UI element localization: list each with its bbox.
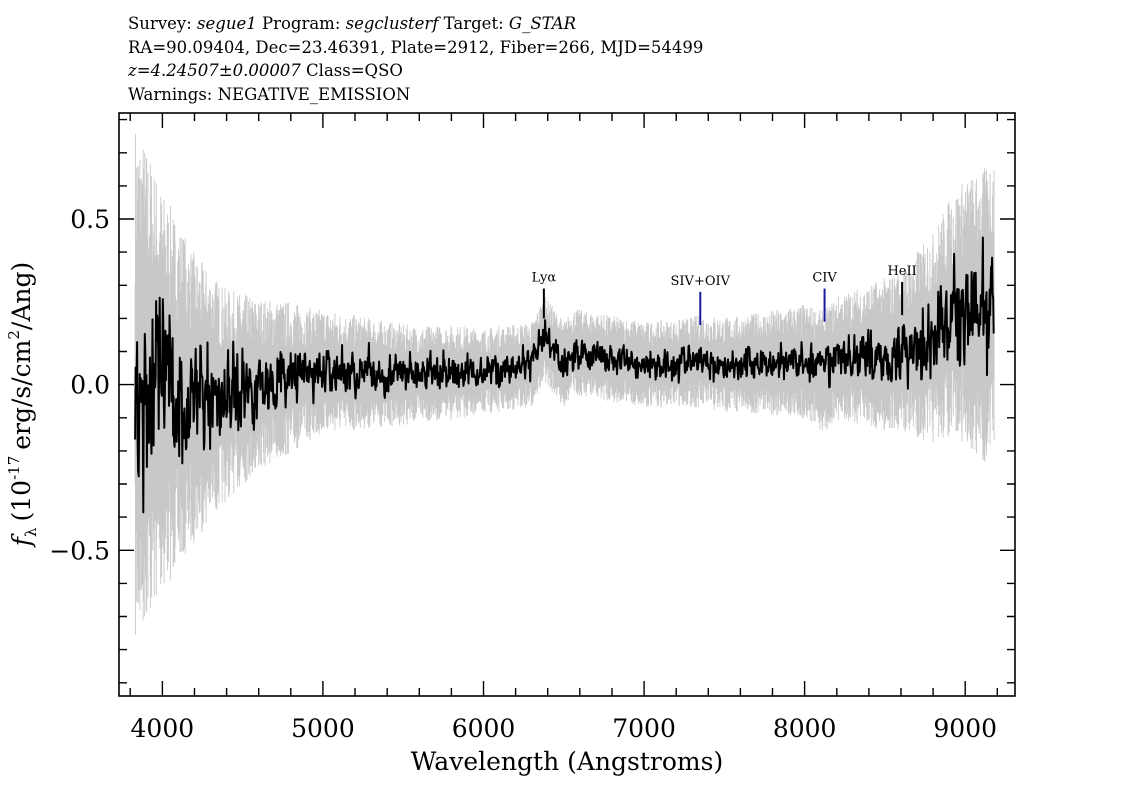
x-tick-label: 4000	[131, 714, 195, 743]
annotation-label: Lyα	[532, 271, 557, 286]
program-value: segclusterf	[345, 14, 439, 33]
header-line-coordinates: RA=90.09404, Dec=23.46391, Plate=2912, F…	[128, 37, 704, 57]
program-label: Program:	[256, 14, 346, 33]
y-axis-title: fλ(10-17erg/s/cm2/Ang)	[5, 262, 40, 549]
target-label: Target:	[438, 14, 509, 33]
x-axis-title: Wavelength (Angstroms)	[411, 747, 723, 776]
survey-value: segue1	[197, 14, 257, 33]
x-tick-label: 8000	[773, 714, 837, 743]
y-tick-label: 0.0	[70, 371, 110, 400]
error-series	[134, 134, 995, 635]
header-line-survey: Survey: segue1 Program: segclusterf Targ…	[128, 12, 703, 36]
target-value: G_STAR	[508, 14, 577, 33]
header-line-warnings: Warnings: NEGATIVE_EMISSION	[128, 84, 411, 104]
line-annotations: Lyα SIV+OIV CIV HeII	[532, 264, 917, 325]
class-value: Class=QSO	[300, 61, 403, 80]
axis-ticks	[119, 113, 1015, 696]
x-tick-label: 6000	[452, 714, 516, 743]
x-tick-label: 5000	[291, 714, 355, 743]
spectrum-header: Survey: segue1 Program: segclusterf Targ…	[128, 12, 703, 106]
tick-labels: 4000 5000 6000 7000 8000 9000 0.5 0.0 −0.5	[49, 205, 997, 743]
annotation-label: CIV	[812, 271, 837, 286]
flux-series	[134, 236, 995, 514]
annotation-label: SIV+OIV	[671, 274, 731, 289]
y-tick-label: 0.5	[70, 205, 110, 234]
redshift-value: z=4.24507±0.00007	[128, 61, 301, 80]
flux-line	[134, 236, 995, 514]
plot-frame	[118, 112, 1016, 697]
header-line-redshift: z=4.24507±0.00007 Class=QSO	[128, 59, 703, 83]
x-tick-label: 7000	[612, 714, 676, 743]
survey-label: Survey:	[128, 14, 198, 33]
annotation-label: HeII	[887, 264, 916, 279]
y-tick-label: −0.5	[49, 536, 110, 565]
tick-marks	[119, 113, 1015, 696]
error-band	[134, 134, 995, 635]
x-tick-label: 9000	[933, 714, 997, 743]
